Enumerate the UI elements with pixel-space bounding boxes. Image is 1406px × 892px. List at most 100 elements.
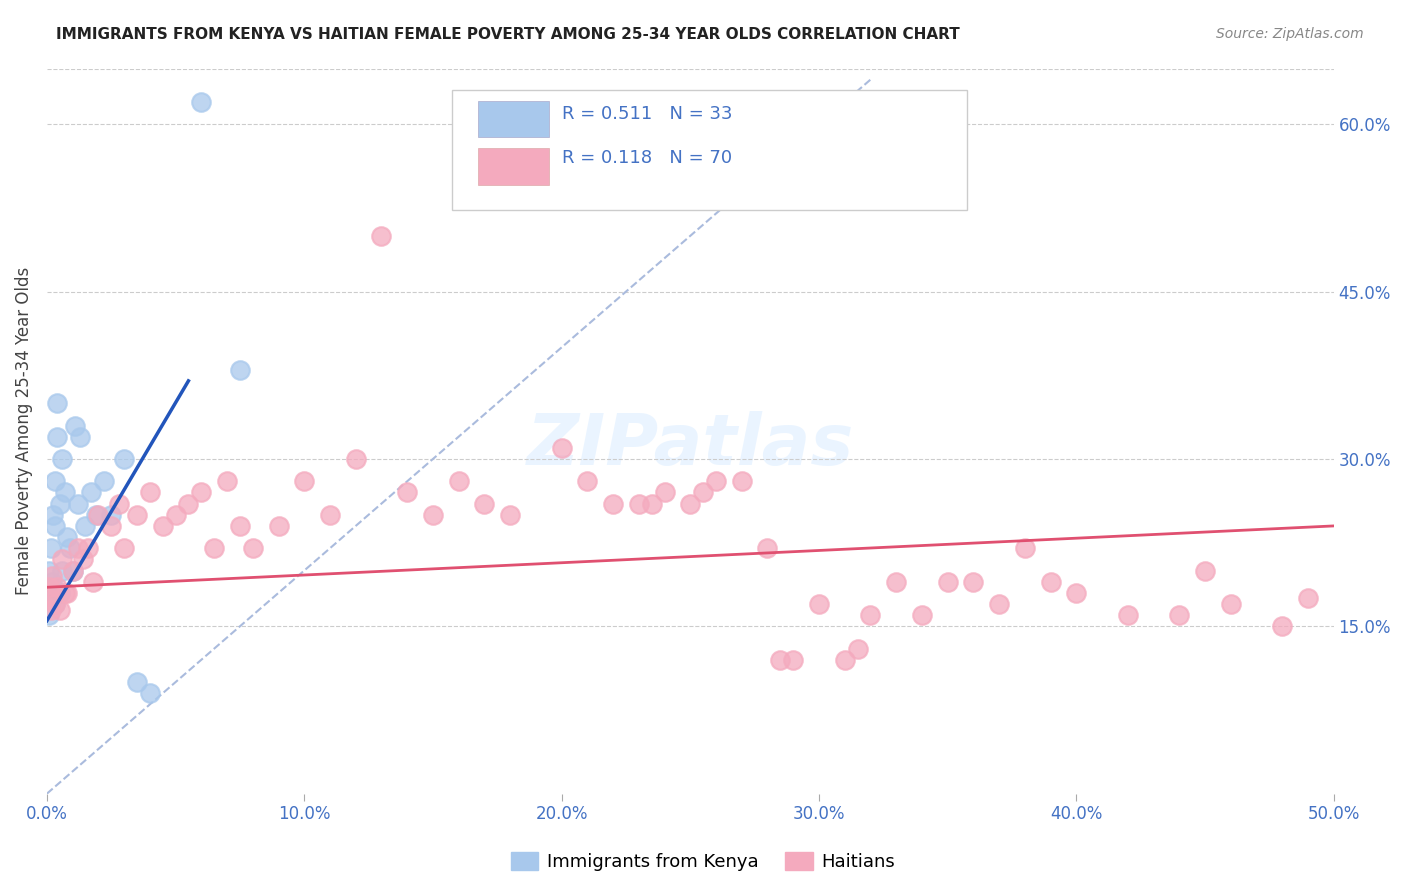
Point (41, 574, 63, 589)
Point (77, 541, 100, 556)
Point (49, 497, 72, 511)
Point (165, 508, 187, 522)
Point (62, 564, 84, 578)
Point (422, 508, 444, 522)
Text: R = 0.118   N = 70: R = 0.118 N = 70 (561, 149, 731, 167)
Point (229, 519, 252, 533)
Text: ZIPatlas: ZIPatlas (527, 411, 853, 480)
Point (627, 497, 650, 511)
Point (319, 508, 342, 522)
FancyBboxPatch shape (478, 101, 548, 137)
Point (988, 597, 1011, 611)
Point (1271, 619, 1294, 633)
Point (46, 396, 69, 410)
Point (44, 519, 66, 533)
Point (79, 485, 101, 500)
Text: R = 0.511   N = 33: R = 0.511 N = 33 (561, 105, 733, 123)
Point (63, 418, 86, 433)
Point (202, 541, 225, 556)
Point (731, 475, 754, 489)
Point (39, 602, 62, 616)
Point (215, 475, 238, 489)
Point (1014, 541, 1036, 556)
Point (100, 519, 122, 533)
Point (44, 597, 66, 611)
Point (962, 574, 984, 589)
Point (370, 228, 392, 243)
Text: Source: ZipAtlas.com: Source: ZipAtlas.com (1216, 27, 1364, 41)
Point (640, 497, 662, 511)
Point (46, 580, 69, 594)
Point (859, 608, 882, 623)
Point (125, 675, 148, 690)
Point (834, 653, 856, 667)
Point (1116, 608, 1139, 623)
Point (576, 475, 599, 489)
Point (344, 452, 367, 467)
Point (37, 591, 59, 606)
Point (44, 475, 66, 489)
Y-axis label: Female Poverty Among 25-34 Year Olds: Female Poverty Among 25-34 Year Olds (15, 267, 32, 595)
Point (100, 508, 122, 522)
Point (39, 541, 62, 556)
Legend: Immigrants from Kenya, Haitians: Immigrants from Kenya, Haitians (503, 845, 903, 879)
Point (152, 519, 174, 533)
Point (1194, 564, 1216, 578)
Point (66, 541, 89, 556)
Point (1064, 586, 1087, 600)
Point (59, 541, 82, 556)
Point (769, 653, 792, 667)
Point (911, 608, 934, 623)
Point (1168, 608, 1191, 623)
Point (112, 452, 135, 467)
Point (75, 519, 97, 533)
Point (69, 430, 91, 444)
Point (49, 586, 72, 600)
Point (229, 363, 252, 377)
Point (125, 508, 148, 522)
Point (679, 497, 702, 511)
Point (396, 485, 419, 500)
Point (846, 641, 869, 656)
Point (447, 475, 470, 489)
Point (93, 475, 115, 489)
Point (602, 497, 624, 511)
Point (112, 541, 135, 556)
Point (704, 475, 727, 489)
Point (38, 580, 60, 594)
Point (82, 574, 104, 589)
Point (884, 574, 907, 589)
Point (807, 597, 830, 611)
Point (56, 586, 79, 600)
Point (550, 441, 572, 455)
Point (692, 485, 714, 500)
Point (936, 574, 959, 589)
Point (41, 580, 63, 594)
Point (37, 591, 59, 606)
Point (499, 508, 522, 522)
Point (1039, 574, 1062, 589)
Point (56, 530, 79, 544)
Point (51, 552, 73, 566)
Point (474, 497, 496, 511)
Point (44, 597, 66, 611)
Point (1296, 591, 1319, 606)
Point (190, 95, 212, 109)
Point (51, 564, 73, 578)
Text: IMMIGRANTS FROM KENYA VS HAITIAN FEMALE POVERTY AMONG 25-34 YEAR OLDS CORRELATIO: IMMIGRANTS FROM KENYA VS HAITIAN FEMALE … (56, 27, 960, 42)
Point (72, 552, 94, 566)
Point (267, 519, 290, 533)
Point (782, 653, 804, 667)
Point (38, 608, 60, 623)
Point (87, 508, 110, 522)
Point (139, 686, 162, 700)
Point (46, 430, 69, 444)
Point (177, 497, 200, 511)
Point (108, 497, 131, 511)
Point (51, 452, 73, 467)
Point (66, 497, 89, 511)
Point (41, 569, 63, 583)
Point (42, 508, 65, 522)
FancyBboxPatch shape (453, 90, 967, 210)
Point (62, 564, 84, 578)
